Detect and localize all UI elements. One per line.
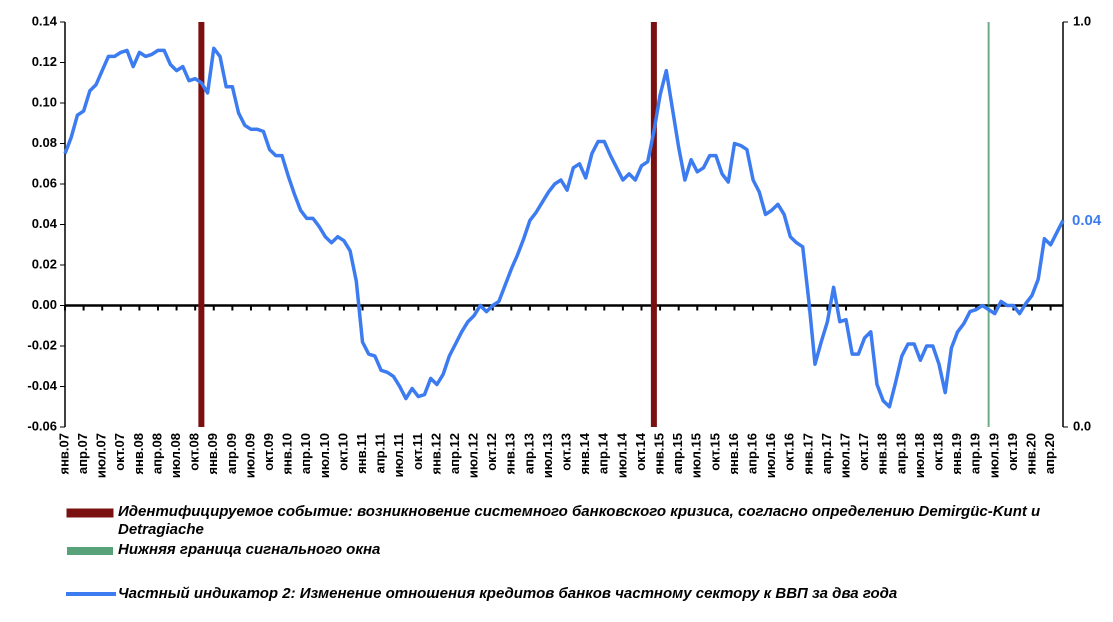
x-tick-label: июл.14 xyxy=(614,432,629,478)
x-tick-label: апр.16 xyxy=(744,433,759,474)
x-tick-label: окт.09 xyxy=(261,433,276,471)
x-tick-label: июл.12 xyxy=(466,433,481,478)
x-tick-label: апр.07 xyxy=(75,433,90,474)
x-tick-label: янв.12 xyxy=(428,433,443,475)
x-tick-label: окт.18 xyxy=(930,433,945,471)
x-tick-label: июл.09 xyxy=(242,433,257,478)
y-tick-label: -0.04 xyxy=(27,378,57,393)
swatch-signal xyxy=(67,547,113,555)
x-tick-label: янв.13 xyxy=(503,433,518,475)
x-tick-label: янв.18 xyxy=(875,433,890,475)
swatch-crisis xyxy=(66,508,114,518)
x-tick-label: апр.20 xyxy=(1042,433,1057,474)
x-tick-label: июл.19 xyxy=(986,433,1001,478)
x-tick-label: окт.15 xyxy=(707,433,722,471)
y2-tick-label: 0.0 xyxy=(1073,418,1091,433)
x-tick-label: июл.10 xyxy=(317,433,332,478)
x-tick-label: апр.11 xyxy=(373,433,388,473)
y-tick-label: 0.12 xyxy=(32,54,57,69)
y-tick-label: -0.06 xyxy=(27,418,57,433)
x-tick-label: янв.17 xyxy=(800,433,815,475)
x-tick-label: окт.08 xyxy=(187,433,202,471)
x-tick-label: янв.19 xyxy=(949,433,964,475)
y-tick-label: 0.02 xyxy=(32,256,57,271)
x-tick-label: апр.19 xyxy=(968,433,983,474)
x-tick-label: июл.07 xyxy=(94,433,109,478)
x-tick-label: окт.14 xyxy=(633,432,648,471)
series-line xyxy=(63,46,1065,409)
x-tick-label: янв.16 xyxy=(726,433,741,475)
y-tick-label: 0.00 xyxy=(32,297,57,312)
x-tick-label: окт.12 xyxy=(484,433,499,471)
x-tick-label: июл.11 xyxy=(391,433,406,477)
x-tick-label: янв.08 xyxy=(131,433,146,475)
x-tick-label: окт.17 xyxy=(856,433,871,471)
y-tick-label: 0.06 xyxy=(32,175,57,190)
legend-text: Идентифицируемое событие: возникновение … xyxy=(118,503,1041,538)
x-tick-label: апр.08 xyxy=(149,433,164,474)
x-tick-label: окт.10 xyxy=(335,433,350,471)
legend-text: Нижняя граница сигнального окна xyxy=(118,541,381,558)
y-tick-label: 0.04 xyxy=(32,216,58,231)
legend-swatch xyxy=(66,508,114,518)
x-tick-label: янв.14 xyxy=(577,432,592,474)
x-tick-label: окт.19 xyxy=(1005,433,1020,471)
x-tick-label: июл.13 xyxy=(540,433,555,478)
x-tick-label: янв.11 xyxy=(354,433,369,474)
y-tick-label: 0.08 xyxy=(32,135,57,150)
x-tick-label: янв.07 xyxy=(56,433,71,475)
y-tick-label: 0.10 xyxy=(32,94,57,109)
x-tick-label: апр.09 xyxy=(224,433,239,474)
x-tick-label: июл.15 xyxy=(689,433,704,478)
y2-tick-label: 1.0 xyxy=(1073,13,1091,28)
y-tick-label: 0.14 xyxy=(32,13,58,28)
x-tick-label: окт.13 xyxy=(559,433,574,471)
x-tick-label: июл.16 xyxy=(763,433,778,478)
x-tick-label: июл.18 xyxy=(912,433,927,478)
x-tick-label: окт.16 xyxy=(782,433,797,471)
x-tick-label: янв.10 xyxy=(280,433,295,475)
x-tick-label: апр.18 xyxy=(893,433,908,474)
x-tick-label: окт.07 xyxy=(112,433,127,471)
x-tick-label: янв.20 xyxy=(1023,433,1038,475)
x-tick-label: окт.11 xyxy=(410,433,425,470)
last-value-annotation: 0.04 xyxy=(1072,212,1102,229)
x-tick-label: апр.17 xyxy=(819,433,834,474)
x-tick-label: июл.08 xyxy=(168,433,183,478)
x-tick-label: апр.12 xyxy=(447,433,462,474)
legend-swatch xyxy=(66,592,116,596)
y-tick-label: -0.02 xyxy=(27,337,57,352)
legend-text: Частный индикатор 2: Изменение отношения… xyxy=(118,585,898,602)
x-tick-label: апр.10 xyxy=(298,433,313,474)
legend-swatch xyxy=(67,547,113,555)
x-tick-label: янв.15 xyxy=(652,433,667,475)
x-tick-label: янв.09 xyxy=(205,433,220,475)
x-tick-label: апр.15 xyxy=(670,433,685,474)
x-tick-label: апр.13 xyxy=(521,433,536,474)
x-tick-label: апр.14 xyxy=(596,432,611,474)
x-tick-label: июл.17 xyxy=(837,433,852,478)
